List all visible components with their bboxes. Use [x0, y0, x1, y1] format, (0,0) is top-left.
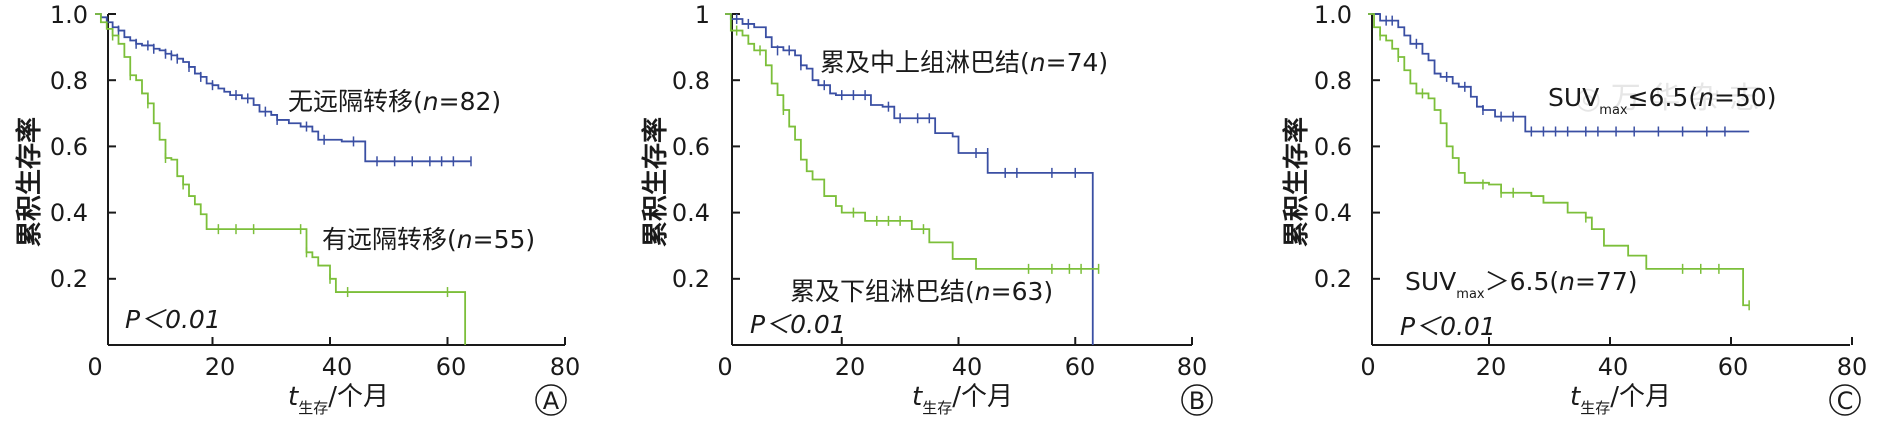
x-tick-label: 0	[1360, 353, 1375, 381]
series-label-upper-middle-nodes: 累及中上组淋巴结(n=74)	[820, 48, 1108, 77]
series-label-sub: max	[1599, 103, 1628, 118]
x-tick-label: 20	[205, 353, 236, 381]
series-label-text: 累及中上组淋巴结(	[820, 48, 1030, 77]
survival-curves	[95, 13, 472, 345]
series-label-text: 累及下组淋巴结(	[790, 277, 975, 306]
y-axis-title: 累积生存率	[14, 117, 45, 247]
series-label-n: n	[1698, 83, 1714, 112]
survival-curve-series-2	[725, 13, 1099, 270]
tick-marks	[1372, 13, 1853, 345]
series-label-n: n	[1030, 48, 1046, 77]
x-axis-title-rest: /个月	[952, 382, 1013, 412]
series-label-n: n	[975, 277, 991, 306]
x-tick-label: 20	[835, 353, 866, 381]
x-axis-title-sub: 生存	[1580, 399, 1610, 417]
x-axis-title-rest: /个月	[1610, 382, 1671, 412]
panel-letter-circle	[535, 384, 567, 416]
x-tick-label: 60	[1718, 353, 1749, 381]
x-axis-title: t生存/个月	[912, 382, 1013, 417]
y-tick-label: 0.2	[50, 265, 88, 293]
x-axis-title: t生存/个月	[288, 382, 389, 417]
y-tick-label: 0.4	[50, 199, 88, 227]
p-value: P＜0.01	[125, 305, 221, 334]
series-label-mid: ＞6.5(	[1485, 267, 1560, 296]
x-axis-title: t生存/个月	[1570, 382, 1671, 417]
y-tick-label: 0.6	[1314, 133, 1352, 161]
panel-letter: C	[1837, 387, 1854, 415]
series-label-n: n	[457, 225, 473, 254]
series-label-distant-metastasis: 有远隔转移(n=55)	[322, 225, 535, 254]
watermark: ◎ 万 华 杂 志	[1575, 81, 1759, 116]
y-tick-label: 0.2	[1314, 265, 1352, 293]
y-tick-label: 0.8	[672, 67, 710, 95]
y-tick-label: 0.4	[1314, 199, 1352, 227]
x-axis-title-sub: 生存	[298, 399, 328, 417]
series-label-n: n	[423, 87, 439, 116]
series-label-suv-high: SUVmax＞6.5(n=77)	[1405, 267, 1638, 302]
panel-a: 1.0 0.8 0.6 0.4 0.2 0 20 40 60 80 累积生存率 …	[14, 1, 580, 417]
survival-curves	[725, 13, 1100, 345]
x-axis-title-t: t	[288, 382, 299, 412]
series-label-count: =74)	[1046, 48, 1109, 77]
panel-letter: A	[543, 387, 560, 415]
y-tick-label: 0.8	[50, 67, 88, 95]
x-tick-label: 20	[1476, 353, 1507, 381]
p-value: P＜0.01	[1400, 312, 1496, 341]
x-tick-label: 40	[322, 353, 353, 381]
y-tick-label: 0.6	[50, 133, 88, 161]
series-label-count: =63)	[991, 277, 1054, 306]
x-tick-label: 60	[436, 353, 467, 381]
x-tick-label: 80	[550, 353, 581, 381]
y-tick-label: 0.6	[672, 133, 710, 161]
x-tick-label: 0	[87, 353, 102, 381]
series-label-n: n	[1559, 267, 1575, 296]
panel-letter: B	[1189, 387, 1205, 415]
y-tick-label: 1	[695, 1, 710, 29]
series-label-text: SUV	[1548, 83, 1599, 112]
x-tick-label: 80	[1177, 353, 1208, 381]
y-tick-label: 1.0	[1314, 1, 1352, 29]
svg-text:◎ 万 华 杂 志: ◎ 万 华 杂 志	[1575, 81, 1759, 116]
series-label-mid: ≤6.5(	[1628, 83, 1698, 112]
x-tick-label: 40	[952, 353, 983, 381]
panel-letter-circle	[1829, 384, 1861, 416]
y-tick-label: 0.8	[1314, 67, 1352, 95]
series-label-no-distant-metastasis: 无远隔转移(n=82)	[288, 87, 501, 116]
panel-c: 1.0 0.8 0.6 0.4 0.2 0 20 40 60 80 累积生存率 …	[1281, 1, 1867, 417]
p-value: P＜0.01	[750, 310, 846, 339]
series-label-count: =50)	[1714, 83, 1777, 112]
survival-curve-series-2	[95, 13, 467, 345]
series-label-sub: max	[1456, 287, 1485, 302]
series-label-text: 有远隔转移(	[322, 225, 457, 254]
x-tick-label: 60	[1065, 353, 1096, 381]
panel-letter-circle	[1181, 384, 1213, 416]
series-label-suv-low: SUVmax≤6.5(n=50)	[1548, 83, 1776, 118]
series-label-count: =55)	[473, 225, 536, 254]
tick-marks	[108, 13, 566, 345]
x-axis-title-sub: 生存	[922, 399, 952, 417]
survival-curve-series-1	[95, 13, 471, 163]
x-axis-title-rest: /个月	[328, 382, 389, 412]
x-tick-label: 80	[1837, 353, 1868, 381]
survival-curve-series-1	[725, 13, 1094, 345]
x-axis-title-t: t	[912, 382, 923, 412]
series-label-text: 无远隔转移(	[288, 87, 423, 116]
panel-b: 1 0.8 0.6 0.4 0.2 0 20 40 60 80 累积生存率 t生…	[640, 1, 1213, 417]
y-axis-title: 累积生存率	[1281, 117, 1312, 247]
x-tick-label: 40	[1598, 353, 1629, 381]
survival-curve-series-2	[1368, 13, 1750, 307]
y-tick-label: 0.4	[672, 199, 710, 227]
series-label-lower-nodes: 累及下组淋巴结(n=63)	[790, 277, 1053, 306]
series-label-count: =77)	[1575, 267, 1638, 296]
series-label-count: =82)	[439, 87, 502, 116]
survival-curve-series-1	[1368, 13, 1750, 133]
y-tick-label: 1.0	[50, 1, 88, 29]
survival-curves	[1368, 13, 1750, 311]
x-axis-title-t: t	[1570, 382, 1581, 412]
y-axis-title: 累积生存率	[640, 117, 671, 247]
x-tick-label: 0	[717, 353, 732, 381]
series-label-text: SUV	[1405, 267, 1456, 296]
y-tick-label: 0.2	[672, 265, 710, 293]
